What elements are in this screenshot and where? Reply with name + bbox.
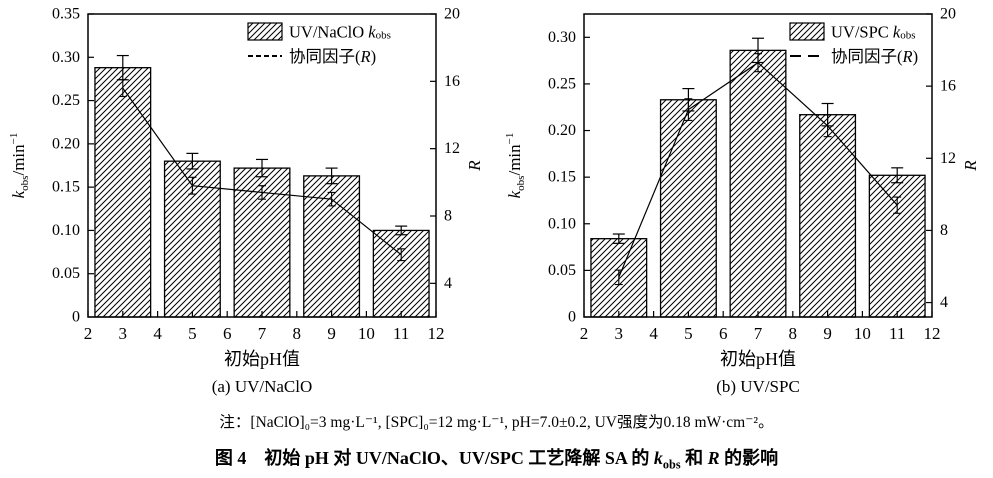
legend-line-label: 协同因子(R): [289, 47, 376, 66]
left-y-tick-label: 0.20: [548, 122, 576, 139]
left-y-tick-label: 0.10: [548, 215, 576, 232]
left-y-axis-title: kobs/min−1: [8, 133, 31, 199]
left-y-tick-label: 0.30: [548, 29, 576, 46]
x-tick-label: 2: [84, 324, 93, 343]
right-y-tick-label: 4: [444, 275, 452, 292]
chart-a-block: 2 3 4 5 6 7 8 9 10 11 12 0 0.05 0.10 0.15 0.20 0.25 0.30 0…: [0, 0, 496, 397]
charts-row: 2 3 4 5 6 7 8 9 10 11 12 0 0.05 0.10 0.15 0.20 0.25 0.30 0…: [0, 0, 992, 397]
x-tick-label: 6: [719, 324, 728, 343]
left-y-tick-label: 0.05: [548, 262, 576, 279]
chart-b-block: 2 3 4 5 6 7 8 9 10 11 12 0 0.05 0.10 0.15 0.20 0.25 0.30 4…: [496, 0, 992, 397]
bar-ph5: [659, 99, 717, 318]
chart-b-caption: (b) UV/SPC: [716, 377, 800, 396]
left-y-tick-label: 0: [568, 309, 576, 326]
bar-ph7: [729, 49, 787, 318]
legend-line-label: 协同因子(R): [831, 47, 918, 66]
x-tick-label: 4: [153, 324, 162, 343]
x-tick-label: 10: [854, 324, 871, 343]
legend-bar-label: UV/NaClO kobs: [289, 22, 391, 42]
bar-ph9: [303, 175, 361, 318]
chart-a-xaxis-label: 初始pH值: [224, 349, 300, 369]
left-y-tick-label: 0.30: [52, 49, 80, 66]
right-y-tick-label: 12: [940, 150, 956, 167]
x-axis: 2 3 4 5 6 7 8 9 10 11 12: [580, 311, 941, 343]
right-y-tick-label: 4: [940, 294, 948, 311]
left-y-tick-label: 0.15: [52, 179, 80, 196]
x-axis: 2 3 4 5 6 7 8 9 10 11 12: [84, 311, 445, 343]
legend-bar-swatch: [789, 22, 825, 41]
left-y-tick-label: 0.25: [548, 75, 576, 92]
x-tick-label: 10: [358, 324, 375, 343]
chart-b-xaxis-label: 初始pH值: [720, 349, 796, 369]
chart-a-caption: (a) UV/NaClO: [211, 377, 313, 396]
x-tick-label: 6: [223, 324, 232, 343]
chart-b-plot: 2 3 4 5 6 7 8 9 10 11 12 0 0.05 0.10 0.15 0.20 0.25 0.30 4…: [504, 6, 980, 344]
left-y-tick-label: 0.20: [52, 135, 80, 152]
left-y-tick-label: 0: [72, 309, 80, 326]
left-y-tick-label: 0.35: [52, 6, 80, 23]
x-tick-label: 8: [789, 324, 798, 343]
x-tick-label: 7: [754, 324, 763, 343]
left-y-tick-label: 0.25: [52, 92, 80, 109]
x-tick-label: 3: [119, 324, 128, 343]
legend-bar-label: UV/SPC kobs: [831, 22, 916, 42]
right-y-tick-label: 16: [444, 73, 460, 90]
x-tick-label: 12: [924, 324, 941, 343]
left-y-tick-label: 0.15: [548, 169, 576, 186]
right-y-axis: 4 8 12 16 20: [926, 6, 956, 311]
right-y-tick-label: 8: [940, 222, 948, 239]
x-tick-label: 11: [393, 324, 409, 343]
left-y-tick-label: 0.10: [52, 222, 80, 239]
legend-bar-swatch: [247, 22, 283, 41]
left-y-axis: 0 0.05 0.10 0.15 0.20 0.25 0.30: [548, 29, 590, 326]
x-tick-label: 3: [615, 324, 624, 343]
chart-a-plot: 2 3 4 5 6 7 8 9 10 11 1200.050.100.150.200.250.300…: [8, 6, 484, 344]
right-y-tick-label: 8: [444, 208, 452, 225]
x-tick-label: 12: [428, 324, 445, 343]
right-y-tick-label: 20: [940, 6, 956, 23]
x-tick-label: 9: [327, 324, 336, 343]
left-y-axis: 0 0.05 0.10 0.15 0.20 0.25 0.30 0.35: [52, 6, 94, 326]
x-tick-label: 11: [889, 324, 905, 343]
right-y-axis: 4 8 12 16 20: [430, 6, 460, 292]
left-y-tick-label: 0.05: [52, 265, 80, 282]
left-y-axis-title: kobs/min−1: [504, 133, 527, 199]
figure-note: 注：[NaClO]₀=3 mg·L⁻¹, [SPC]₀=12 mg·L⁻¹, p…: [219, 414, 774, 431]
right-y-tick-label: 12: [444, 140, 460, 157]
x-tick-label: 5: [188, 324, 197, 343]
legend: UV/SPC kobs 协同因子(R): [789, 22, 918, 66]
right-y-tick-label: 20: [444, 6, 460, 23]
bar-ph11: [372, 229, 430, 318]
x-tick-label: 2: [580, 324, 589, 343]
r-error-bars: [118, 79, 406, 262]
bar-ph9: [799, 114, 857, 318]
x-tick-label: 4: [649, 324, 658, 343]
x-tick-label: 9: [823, 324, 832, 343]
x-tick-label: 7: [258, 324, 267, 343]
right-y-axis-title: R: [961, 160, 980, 172]
bar-ph3: [94, 67, 152, 318]
x-tick-label: 5: [684, 324, 693, 343]
x-tick-label: 8: [293, 324, 302, 343]
right-y-axis-title: R: [465, 160, 484, 172]
right-y-tick-label: 16: [940, 78, 956, 95]
figure-caption: 图 4 初始 pH 对 UV/NaClO、UV/SPC 工艺降解 SA 的 ko…: [214, 448, 779, 472]
legend: UV/NaClO kobs 协同因子(R): [247, 22, 391, 66]
kobs-bars: [590, 49, 926, 318]
r-error-bars: [614, 53, 902, 286]
